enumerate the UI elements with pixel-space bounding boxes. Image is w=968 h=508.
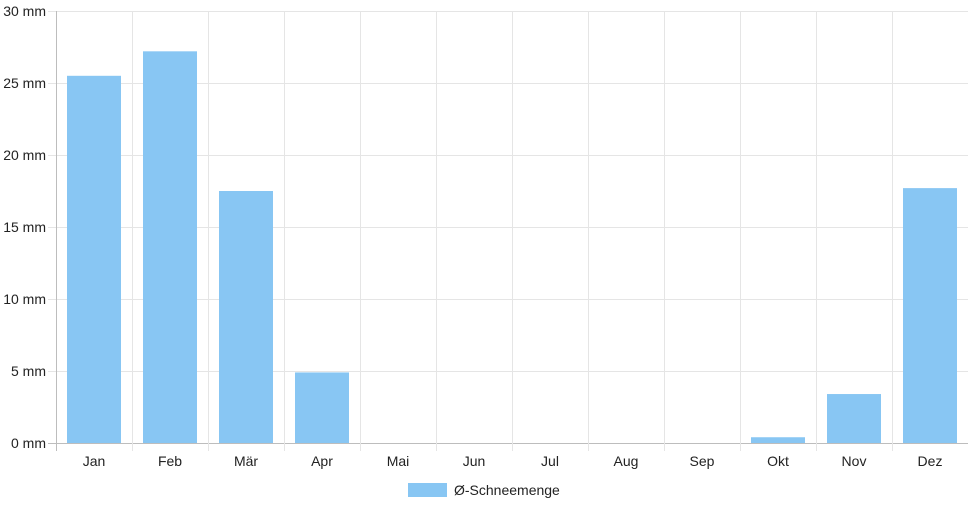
legend-label[interactable]: Ø-Schneemenge bbox=[454, 482, 560, 498]
x-tick-label: Dez bbox=[918, 453, 943, 469]
y-axis-ticks: 0 mm 5 mm 10 mm 15 mm 20 mm 25 mm 30 mm bbox=[3, 3, 46, 451]
bar-mär[interactable] bbox=[219, 191, 273, 443]
x-tick-label: Jul bbox=[541, 453, 559, 469]
x-axis-ticks: Jan Feb Mär Apr Mai Jun Jul Aug Sep Okt Nov Dez bbox=[83, 453, 943, 469]
x-tick-label: Feb bbox=[158, 453, 182, 469]
y-tick-label: 5 mm bbox=[11, 363, 46, 379]
legend-swatch[interactable] bbox=[408, 483, 447, 497]
y-tick-label: 15 mm bbox=[3, 219, 46, 235]
y-tick-label: 10 mm bbox=[3, 291, 46, 307]
x-tick-label: Mär bbox=[234, 453, 258, 469]
y-tick-label: 0 mm bbox=[11, 435, 46, 451]
bars bbox=[67, 51, 957, 444]
bar-okt[interactable] bbox=[751, 437, 805, 443]
bar-apr[interactable] bbox=[295, 372, 349, 443]
x-tick-label: Jan bbox=[83, 453, 106, 469]
y-tick-label: 20 mm bbox=[3, 147, 46, 163]
bar-nov[interactable] bbox=[827, 394, 881, 443]
bar-feb[interactable] bbox=[143, 51, 197, 443]
x-tick-label: Sep bbox=[690, 453, 715, 469]
bar-jan[interactable] bbox=[67, 75, 121, 444]
y-tick-label: 30 mm bbox=[3, 3, 46, 19]
x-tick-label: Apr bbox=[311, 453, 333, 469]
x-tick-label: Nov bbox=[842, 453, 867, 469]
x-tick-label: Aug bbox=[614, 453, 639, 469]
x-tick-label: Mai bbox=[387, 453, 410, 469]
y-tick-label: 25 mm bbox=[3, 75, 46, 91]
x-tick-label: Okt bbox=[767, 453, 789, 469]
bar-dez[interactable] bbox=[903, 188, 957, 443]
grid bbox=[48, 11, 968, 451]
x-tick-label: Jun bbox=[463, 453, 486, 469]
legend[interactable]: Ø-Schneemenge bbox=[408, 482, 560, 498]
